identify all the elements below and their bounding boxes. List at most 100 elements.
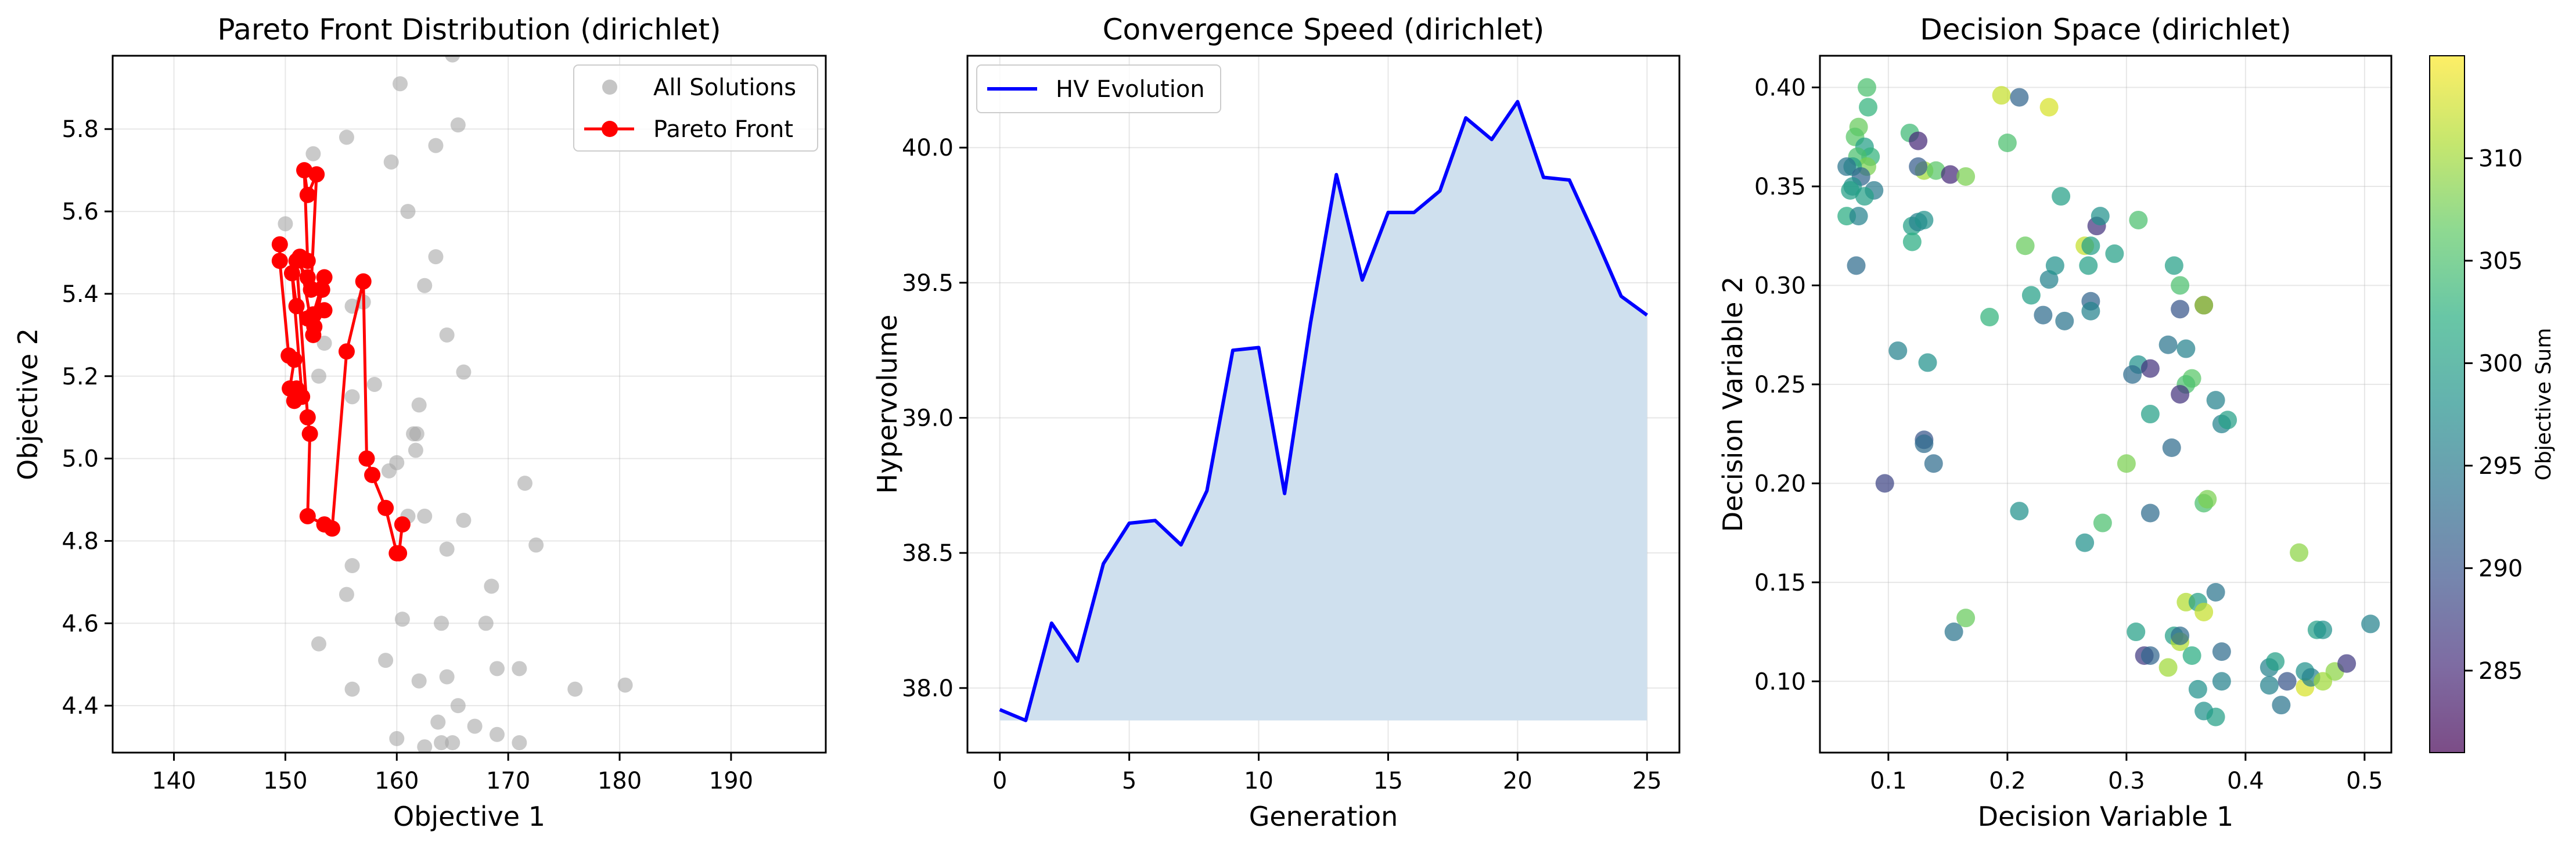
all-solutions-point xyxy=(305,146,321,161)
decision-point xyxy=(2337,654,2356,673)
x-tick-label: 25 xyxy=(1632,768,1662,794)
all-solutions-point xyxy=(434,735,449,750)
all-solutions-point xyxy=(489,726,505,742)
decision-point xyxy=(2314,620,2333,639)
pareto-front-point xyxy=(283,265,300,282)
decision-point xyxy=(2164,256,2183,275)
y-tick-label: 4.4 xyxy=(62,693,99,720)
y-tick-label: 0.30 xyxy=(1754,272,1806,299)
pareto-front-point xyxy=(338,343,355,360)
legend-marker-pareto-front xyxy=(602,121,618,137)
y-ticks: 38.0 38.5 39.0 39.5 40.0 xyxy=(902,135,967,702)
y-tick-label: 38.0 xyxy=(902,675,954,702)
legend-label: Pareto Front xyxy=(653,116,793,143)
x-tick-label: 190 xyxy=(709,768,753,794)
decision-point xyxy=(2052,187,2071,206)
all-solutions-point xyxy=(417,278,433,293)
all-solutions-point xyxy=(408,443,423,458)
pareto-front-point xyxy=(377,499,394,516)
y-tick-label: 0.35 xyxy=(1754,174,1806,200)
colorbar-tick-label: 295 xyxy=(2478,453,2523,480)
pareto-front-point xyxy=(358,450,375,467)
decision-point xyxy=(2039,98,2059,117)
plot-area xyxy=(271,56,633,753)
decision-point xyxy=(2045,256,2064,275)
all-solutions-point xyxy=(339,129,354,145)
hv-evolution-line xyxy=(999,100,1649,722)
all-solutions-point xyxy=(378,653,394,668)
all-solutions-point xyxy=(450,117,466,133)
x-tick-label: 20 xyxy=(1503,768,1532,794)
all-solutions-point xyxy=(439,541,455,557)
all-solutions-point xyxy=(456,513,472,528)
pareto-front-point xyxy=(288,253,305,269)
decision-point xyxy=(2260,676,2279,695)
decision-point xyxy=(2158,658,2178,677)
all-solutions-point xyxy=(512,661,527,677)
chart-title: Decision Space (dirichlet) xyxy=(1920,13,2291,46)
x-tick-label: 170 xyxy=(486,768,530,794)
all-solutions-point xyxy=(411,397,427,413)
decision-point xyxy=(2055,311,2074,330)
colorbar-tick-label: 305 xyxy=(2478,248,2523,275)
decision-point xyxy=(2266,652,2285,671)
all-solutions-point xyxy=(393,76,408,92)
decision-point xyxy=(2140,405,2160,424)
grid xyxy=(113,56,826,753)
decision-point xyxy=(2140,503,2160,523)
decision-point xyxy=(1926,161,1945,180)
decision-point xyxy=(2075,533,2095,552)
y-ticks: 4.4 4.6 4.8 5.0 5.2 5.4 5.6 5.8 xyxy=(62,116,113,720)
chart-title: Convergence Speed (dirichlet) xyxy=(1103,13,1545,46)
pareto-front-point xyxy=(323,520,340,537)
decision-point xyxy=(2105,244,2124,263)
y-ticks: 0.10 0.15 0.20 0.25 0.30 0.35 0.40 xyxy=(1754,75,1820,695)
all-solutions-point xyxy=(450,698,466,714)
all-solutions-point xyxy=(445,735,460,750)
y-axis-label: Hypervolume xyxy=(872,315,903,494)
all-solutions-point xyxy=(339,587,354,602)
decision-point xyxy=(1909,131,1928,150)
decision-point xyxy=(2188,679,2207,699)
x-axis-label: Decision Variable 1 xyxy=(1978,801,2234,832)
x-ticks: 0.1 0.2 0.3 0.4 0.5 xyxy=(1870,753,2383,794)
decision-point xyxy=(2140,359,2160,378)
decision-point xyxy=(1847,256,1866,275)
all-solutions-point xyxy=(316,336,332,351)
y-tick-label: 4.8 xyxy=(62,528,99,555)
pareto-front-point xyxy=(299,409,316,426)
all-solutions-point xyxy=(311,368,326,384)
all-solutions-point xyxy=(428,249,444,265)
all-solutions-point xyxy=(567,681,583,697)
x-tick-label: 0.3 xyxy=(2108,768,2145,794)
decision-point xyxy=(2039,270,2059,289)
legend-label: HV Evolution xyxy=(1056,76,1205,103)
decision-point xyxy=(2176,339,2196,358)
all-solutions-point xyxy=(478,616,494,631)
x-tick-label: 0.4 xyxy=(2227,768,2264,794)
pareto-front-point xyxy=(355,273,372,290)
y-tick-label: 0.25 xyxy=(1754,372,1806,398)
decision-point xyxy=(2127,623,2146,642)
decision-point xyxy=(2016,236,2035,256)
decision-point xyxy=(1859,98,1878,117)
decision-point xyxy=(2171,384,2190,404)
decision-point xyxy=(2206,707,2225,726)
y-axis-label: Objective 2 xyxy=(12,328,44,480)
decision-point xyxy=(1855,187,1874,206)
colorbar-tick-label: 300 xyxy=(2478,350,2523,377)
x-tick-label: 10 xyxy=(1244,768,1273,794)
pareto-front-panel: Pareto Front Distribution (dirichlet) 14… xyxy=(12,13,827,832)
y-tick-label: 5.6 xyxy=(62,199,99,225)
decision-point xyxy=(2278,672,2297,691)
pareto-front-point xyxy=(306,318,323,335)
decision-point xyxy=(2182,646,2201,665)
pareto-front-point xyxy=(299,186,316,203)
decision-point xyxy=(1998,134,2017,152)
colorbar-gradient xyxy=(2429,55,2465,753)
decision-point xyxy=(2198,490,2217,509)
axes-frame xyxy=(111,55,827,754)
y-tick-label: 5.2 xyxy=(62,364,99,390)
colorbar: 285 290 295 300 305 310 Objective Sum xyxy=(2429,55,2556,753)
pareto-front-point xyxy=(316,269,333,286)
